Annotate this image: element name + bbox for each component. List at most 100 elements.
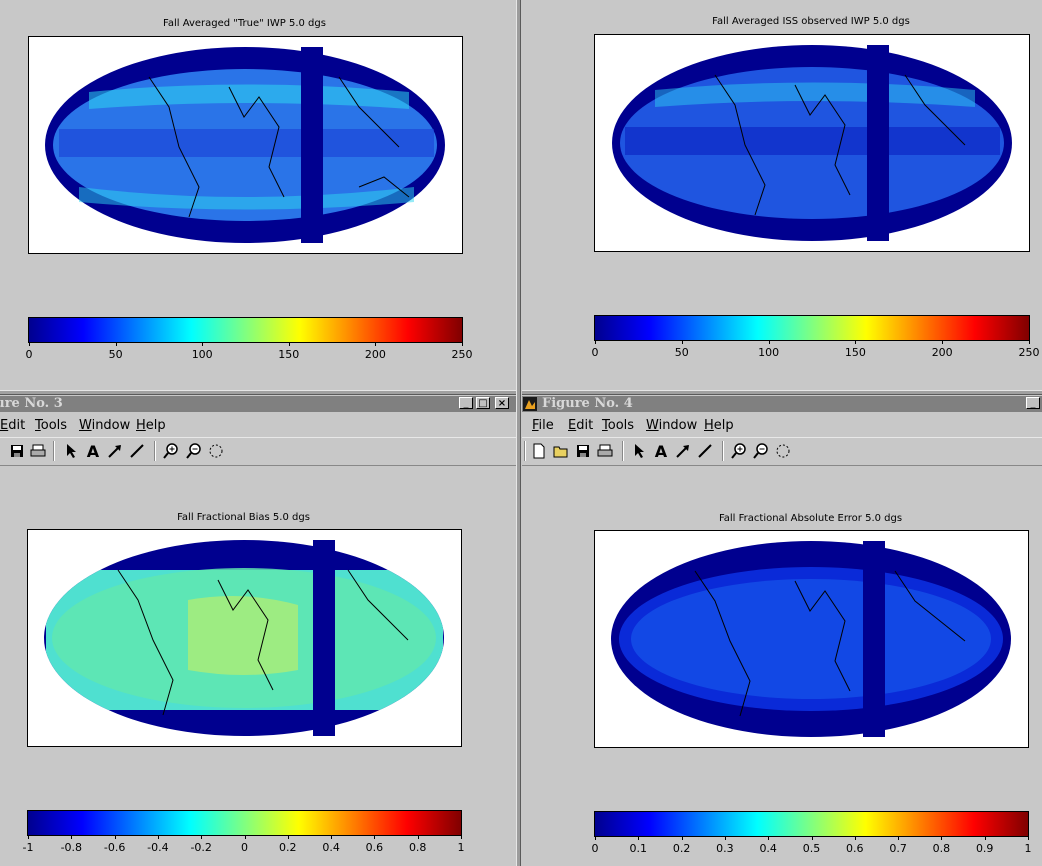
figure-1-window: Fall Averaged "True" IWP 5.0 dgs 0 50 100 1… bbox=[0, 0, 516, 390]
select-arrow-icon[interactable] bbox=[630, 442, 648, 460]
menu-tools[interactable]: Tools bbox=[602, 418, 635, 433]
cloud-band-north bbox=[89, 84, 409, 109]
menu-edit[interactable]: Edit bbox=[0, 418, 26, 433]
open-folder-icon[interactable] bbox=[552, 442, 570, 460]
save-icon[interactable] bbox=[8, 442, 26, 460]
title-bar[interactable]: Figure No. 4 _ bbox=[522, 396, 1042, 412]
menu-tools[interactable]: Tools bbox=[35, 418, 68, 433]
orbit-gap bbox=[867, 45, 889, 241]
window-title: Figure No. 4 bbox=[542, 396, 633, 411]
data-high-band bbox=[625, 127, 1000, 155]
colorbar-tick-label: 0.6 bbox=[846, 842, 864, 855]
menu-bar: Edit Tools Window Help bbox=[0, 416, 516, 436]
colorbar: 0 50 100 150 200 250 bbox=[26, 317, 473, 361]
zoom-out-icon[interactable] bbox=[752, 442, 770, 460]
colorbar-tick-label: 0.6 bbox=[365, 841, 384, 854]
colorbar-tick bbox=[768, 340, 770, 344]
toolbar-separator bbox=[722, 441, 724, 461]
maximize-button[interactable]: □ bbox=[476, 397, 490, 409]
colorbar-tick-label: 0.2 bbox=[672, 842, 691, 855]
colorbar-tick-label: -0.4 bbox=[147, 841, 169, 854]
print-icon[interactable] bbox=[596, 442, 614, 460]
colorbar-tick bbox=[768, 836, 770, 840]
colorbar-tick-label: 0 bbox=[591, 842, 599, 855]
colorbar-tick bbox=[681, 836, 683, 840]
colorbar-tick-label: 0.5 bbox=[802, 842, 821, 855]
map-axes bbox=[594, 34, 1030, 252]
toolbar-separator bbox=[154, 441, 156, 461]
save-icon[interactable] bbox=[574, 442, 592, 460]
zoom-in-icon[interactable] bbox=[730, 442, 748, 460]
menu-edit[interactable]: Edit bbox=[568, 418, 594, 433]
colorbar-tick-label: 100 bbox=[191, 348, 213, 361]
toolbar-separator bbox=[622, 441, 624, 461]
colorbar-tick bbox=[898, 836, 900, 840]
toolbar: A bbox=[0, 437, 516, 466]
menu-help[interactable]: Help bbox=[136, 418, 166, 433]
insert-line-icon[interactable] bbox=[128, 442, 146, 460]
positive-bias-band bbox=[188, 596, 298, 675]
colorbar-tick-label: -0.2 bbox=[190, 841, 212, 854]
menu-window[interactable]: Window bbox=[646, 418, 698, 433]
cloud-band-south bbox=[79, 187, 414, 210]
colorbar: 0 50 100 150 200 250 bbox=[592, 315, 1040, 359]
minimize-button[interactable]: _ bbox=[1026, 397, 1040, 409]
colorbar-tick-label: 0.3 bbox=[716, 842, 734, 855]
colorbar-tick-label: 1 bbox=[1024, 842, 1032, 855]
colorbar-tick-label: 0.8 bbox=[408, 841, 427, 854]
colorbar-tick bbox=[854, 836, 856, 840]
colorbar-tick bbox=[374, 835, 376, 839]
title-bar[interactable]: Figure No. 3 _ □ × bbox=[0, 396, 516, 412]
zoom-out-icon[interactable] bbox=[185, 442, 203, 460]
insert-text-icon[interactable]: A bbox=[86, 441, 100, 461]
colorbar-tick-label: 0.9 bbox=[975, 842, 994, 855]
axes-title: Fall Fractional Absolute Error 5.0 dgs bbox=[718, 513, 903, 524]
colorbar-tick-label: 0.4 bbox=[759, 842, 777, 855]
colorbar-tick-label: 100 bbox=[758, 346, 780, 359]
colorbar-tick bbox=[287, 835, 289, 839]
new-figure-icon[interactable] bbox=[530, 442, 548, 460]
colorbar-tick bbox=[288, 342, 290, 346]
print-icon[interactable] bbox=[29, 442, 47, 460]
rotate-icon[interactable] bbox=[207, 442, 225, 460]
insert-text-icon[interactable]: A bbox=[654, 441, 668, 461]
colorbar-tick-label: 0.8 bbox=[932, 842, 951, 855]
colorbar: 0 0.1 0.2 0.3 0.4 0.5 0.6 0.7 0.8 0.9 1 bbox=[592, 811, 1032, 855]
insert-arrow-icon[interactable] bbox=[106, 442, 124, 460]
colorbar-tick bbox=[638, 836, 640, 840]
colorbar-tick-label: 1 bbox=[457, 841, 465, 854]
colorbar-tick bbox=[71, 835, 73, 839]
insert-line-icon[interactable] bbox=[696, 442, 714, 460]
rotate-icon[interactable] bbox=[774, 442, 792, 460]
colorbar-tick-label: 200 bbox=[364, 348, 386, 361]
menu-help[interactable]: Help bbox=[704, 418, 734, 433]
window-divider-horizontal bbox=[0, 390, 516, 395]
colorbar-tick bbox=[115, 342, 117, 346]
figure-2-window: Fall Averaged ISS observed IWP 5.0 dgs 0… bbox=[522, 0, 1042, 390]
orbit-gap bbox=[301, 47, 323, 243]
figure-4-window: Figure No. 4 _ File Edit Tools Window He… bbox=[522, 396, 1042, 866]
mollweide-map bbox=[612, 45, 1012, 241]
colorbar-tick bbox=[941, 836, 943, 840]
window-title: Figure No. 3 bbox=[0, 396, 63, 411]
axes-title: Fall Averaged "True" IWP 5.0 dgs bbox=[163, 18, 326, 29]
close-button[interactable]: × bbox=[495, 397, 509, 409]
menu-file[interactable]: File bbox=[532, 418, 554, 433]
window-divider-vertical bbox=[516, 0, 521, 866]
menu-window[interactable]: Window bbox=[79, 418, 131, 433]
minimize-button[interactable]: _ bbox=[459, 397, 473, 409]
colorbar-tick-label: 50 bbox=[108, 348, 123, 361]
insert-arrow-icon[interactable] bbox=[674, 442, 692, 460]
window-divider-horizontal bbox=[522, 390, 1042, 395]
colorbar-tick-label: 0 bbox=[241, 841, 248, 854]
coastlines bbox=[148, 76, 410, 218]
zoom-in-icon[interactable] bbox=[162, 442, 180, 460]
colorbar-tick bbox=[595, 836, 596, 840]
map-axes bbox=[28, 36, 463, 254]
axes-title: Fall Averaged ISS observed IWP 5.0 dgs bbox=[712, 16, 910, 27]
select-arrow-icon[interactable] bbox=[62, 442, 80, 460]
menu-bar: File Edit Tools Window Help bbox=[522, 416, 1042, 436]
colorbar-tick-label: 250 bbox=[1018, 346, 1040, 359]
orbit-gap bbox=[863, 541, 885, 737]
colorbar-tick bbox=[331, 835, 333, 839]
